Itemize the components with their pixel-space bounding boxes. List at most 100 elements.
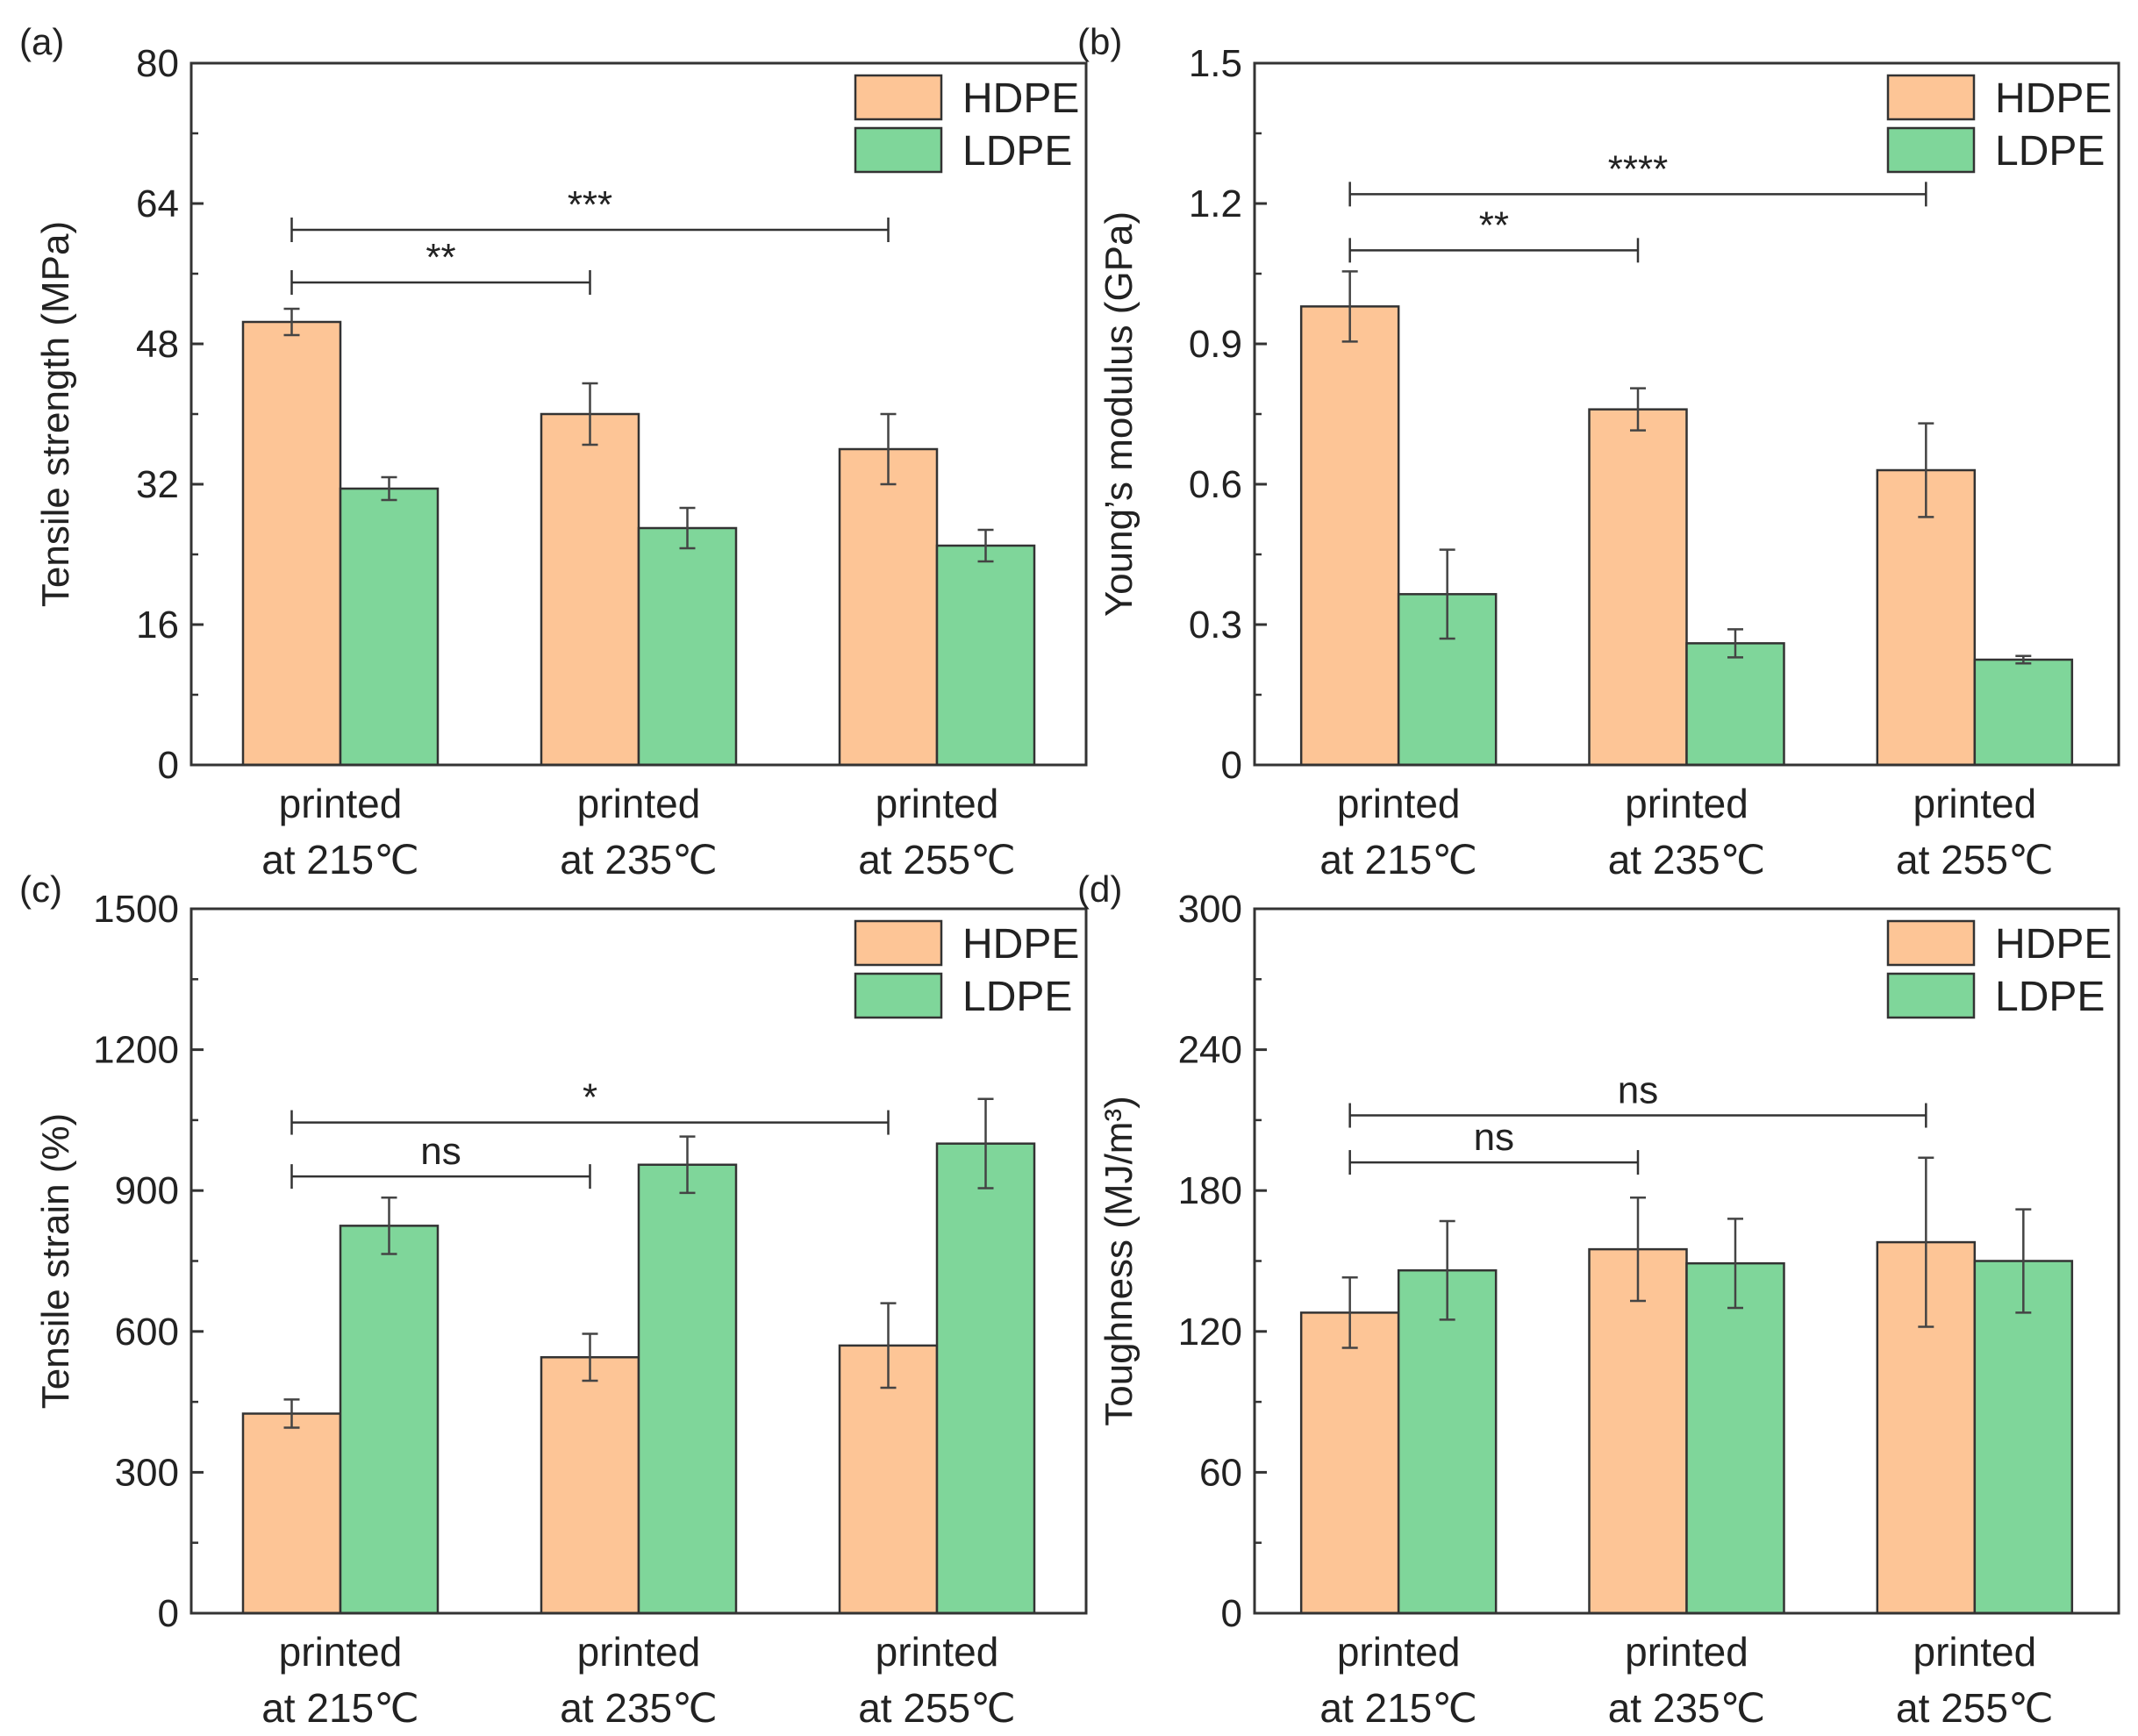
error-bar-ldpe-1 <box>381 1196 397 1255</box>
y-tick-label: 600 <box>115 1311 179 1354</box>
significance-bracket <box>290 270 591 295</box>
error-bar-ldpe-3 <box>2015 1208 2032 1314</box>
significance-bracket <box>1348 182 1927 207</box>
panel-label: (b) <box>1077 21 1122 62</box>
error-bar-hdpe-3 <box>1918 422 1934 518</box>
significance-bracket <box>1348 238 1640 263</box>
error-bar-hdpe-2 <box>582 382 598 447</box>
significance-label: ** <box>425 236 455 279</box>
significance-label: *** <box>568 183 612 226</box>
error-bar-hdpe-1 <box>1341 270 1358 343</box>
bar-ldpe-3 <box>1973 1260 2074 1615</box>
panel-label: (c) <box>19 868 62 910</box>
bar-ldpe-1 <box>1397 1268 1498 1615</box>
error-bar-ldpe-1 <box>1439 1219 1455 1321</box>
x-tick-label: at 255℃ <box>858 1685 1016 1731</box>
bar-ldpe-2 <box>637 1163 738 1615</box>
error-bar-hdpe-1 <box>1341 1275 1358 1349</box>
y-tick-label: 1.5 <box>1189 42 1242 85</box>
legend-label-ldpe: LDPE <box>1995 974 2105 1020</box>
significance-bracket <box>290 218 890 242</box>
x-tick-label: printed <box>1625 781 1748 826</box>
x-tick-label: at 235℃ <box>1608 837 1766 882</box>
x-tick-label: printed <box>1337 781 1461 826</box>
error-bar-hdpe-3 <box>880 412 897 486</box>
y-axis-title: Tensile strain (%) <box>34 1113 77 1409</box>
legend-label-ldpe: LDPE <box>962 974 1072 1020</box>
bar-ldpe-3 <box>935 1142 1036 1615</box>
bar-ldpe-1 <box>339 487 440 767</box>
error-bar-ldpe-3 <box>2015 654 2032 665</box>
bar-hdpe-3 <box>838 1344 939 1615</box>
x-tick-label: printed <box>279 1629 403 1675</box>
x-tick-label: at 215℃ <box>261 1685 419 1731</box>
bar-hdpe-3 <box>838 447 939 767</box>
significance-bracket <box>290 1164 591 1189</box>
legend-swatch-ldpe <box>854 126 943 174</box>
x-tick-label: printed <box>876 1629 999 1675</box>
bar-ldpe-3 <box>1973 658 2074 767</box>
panel-label: (d) <box>1077 868 1122 910</box>
error-bar-hdpe-1 <box>283 307 300 337</box>
error-bar-ldpe-2 <box>1727 628 1743 659</box>
legend-swatch-ldpe <box>854 972 943 1019</box>
bar-hdpe-1 <box>1299 1311 1400 1615</box>
legend-label-ldpe: LDPE <box>962 128 1072 175</box>
significance-bracket <box>1348 1103 1927 1128</box>
x-tick-label: at 235℃ <box>1608 1685 1766 1731</box>
panel-c: (c) 0 300 600 900 1200 1500 Tensile strain (%) p… <box>19 868 1088 1731</box>
x-tick-label: printed <box>577 781 701 826</box>
error-bar-hdpe-2 <box>1630 1196 1646 1303</box>
y-tick-label: 0.6 <box>1189 463 1242 506</box>
error-bar-ldpe-1 <box>381 475 397 502</box>
bar-hdpe-3 <box>1876 468 1977 767</box>
y-axis-title: Toughness (MJ/m³) <box>1098 1096 1141 1426</box>
x-tick-label: at 255℃ <box>1896 1685 2054 1731</box>
x-tick-label: printed <box>876 781 999 826</box>
x-tick-label: printed <box>577 1629 701 1675</box>
legend-swatch-hdpe <box>854 919 943 967</box>
error-bar-hdpe-1 <box>283 1398 300 1429</box>
significance-label: * <box>583 1076 597 1119</box>
y-tick-label: 1200 <box>93 1029 179 1072</box>
error-bar-hdpe-2 <box>582 1332 598 1382</box>
legend-label-hdpe: HDPE <box>962 921 1079 968</box>
y-tick-label: 1.2 <box>1189 182 1242 225</box>
x-tick-label: printed <box>1337 1629 1461 1675</box>
bar-hdpe-1 <box>241 1412 342 1615</box>
bar-ldpe-2 <box>637 526 738 767</box>
error-bar-hdpe-2 <box>1630 387 1646 432</box>
x-tick-label: printed <box>279 781 403 826</box>
panel-a: (a) 0 16 32 48 64 80 Tensile strength (MPa) prin… <box>19 21 1088 882</box>
y-tick-label: 0 <box>1221 1592 1242 1635</box>
y-tick-label: 300 <box>1178 888 1242 931</box>
y-tick-label: 0.3 <box>1189 604 1242 647</box>
y-tick-label: 0 <box>1221 744 1242 787</box>
legend-swatch-hdpe <box>1886 74 1976 121</box>
legend-swatch-hdpe <box>1886 919 1976 967</box>
x-tick-label: printed <box>1625 1629 1748 1675</box>
x-tick-label: at 215℃ <box>261 837 419 882</box>
legend-swatch-hdpe <box>854 74 943 121</box>
x-tick-label: at 255℃ <box>1896 837 2054 882</box>
y-axis-title: Young’s modulus (GPa) <box>1098 211 1141 617</box>
panel-b: (b) 0 0.3 0.6 0.9 1.2 1.5 Young’s modulus (GPa)… <box>1077 21 2120 882</box>
legend-swatch-ldpe <box>1886 972 1976 1019</box>
x-tick-label: at 215℃ <box>1319 837 1477 882</box>
y-tick-label: 48 <box>136 323 179 366</box>
legend-label-hdpe: HDPE <box>1995 921 2112 968</box>
error-bar-ldpe-3 <box>977 528 994 563</box>
legend-label-hdpe: HDPE <box>962 75 1079 122</box>
y-tick-label: 64 <box>136 182 179 225</box>
x-tick-label: at 255℃ <box>858 837 1016 882</box>
panel-d: (d) 0 60 120 180 240 300 Toughness (MJ/m³) print… <box>1077 868 2120 1731</box>
significance-label: ** <box>1479 204 1509 246</box>
y-axis-title: Tensile strength (MPa) <box>34 221 77 607</box>
y-tick-label: 60 <box>1199 1451 1242 1494</box>
y-tick-label: 240 <box>1178 1029 1242 1072</box>
bar-hdpe-1 <box>1299 305 1400 767</box>
bar-ldpe-2 <box>1685 642 1785 767</box>
error-bar-ldpe-2 <box>679 506 696 550</box>
bar-hdpe-2 <box>540 1355 640 1615</box>
